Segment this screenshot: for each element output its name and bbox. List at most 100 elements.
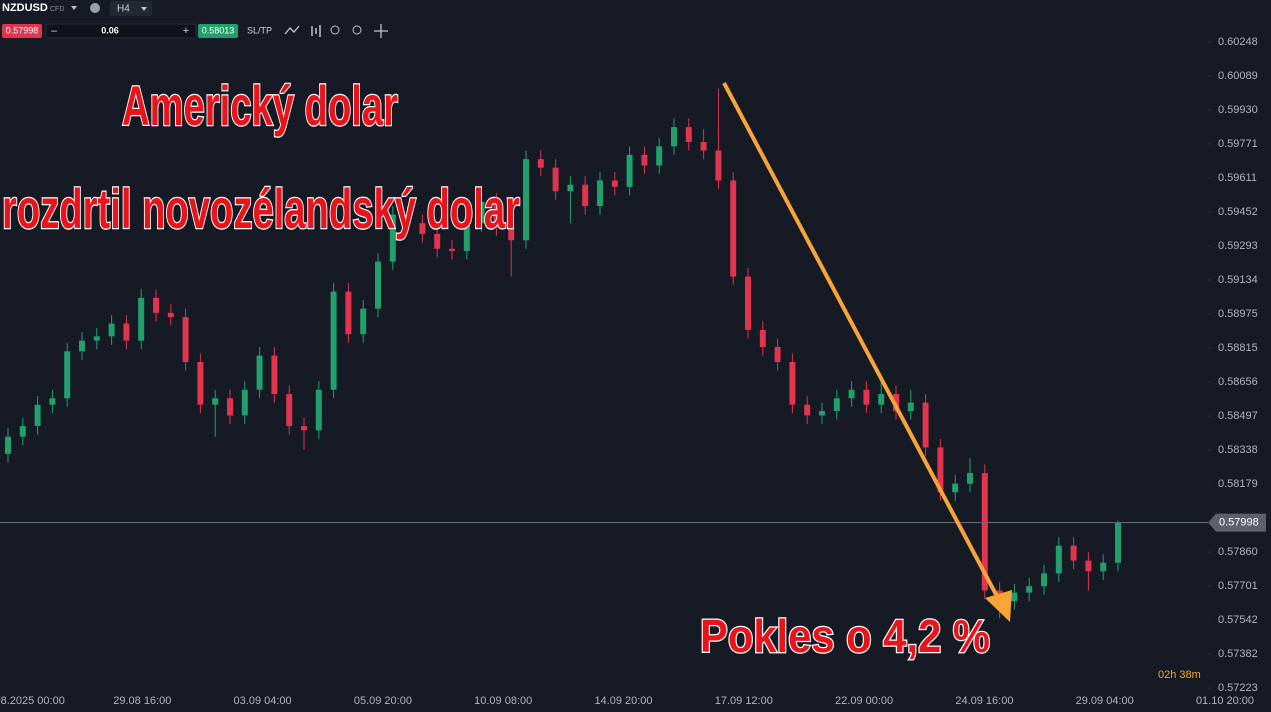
- line-tool-icon[interactable]: [284, 25, 300, 35]
- candle-body: [212, 398, 219, 405]
- candle-body: [759, 329, 766, 348]
- candle-body: [523, 159, 529, 241]
- candle-body: [848, 389, 855, 399]
- y-tick-label: 0.58179: [1218, 478, 1258, 490]
- candle-body: [478, 201, 485, 224]
- y-tick-label: 0.57382: [1218, 648, 1258, 660]
- volume-box[interactable]: [45, 23, 197, 39]
- candle-body: [981, 473, 988, 591]
- x-tick-label: 14.09 20:00: [594, 695, 652, 707]
- y-tick-label: 0.59930: [1218, 104, 1258, 116]
- candle-body: [819, 411, 825, 416]
- candle-body: [937, 447, 944, 493]
- zoom-out-icon[interactable]: [330, 25, 340, 35]
- x-tick-label: 05.09 20:00: [354, 695, 412, 707]
- bid-price[interactable]: 0.57998: [6, 25, 39, 35]
- minus-icon[interactable]: –: [51, 25, 58, 37]
- candle-body: [167, 312, 174, 318]
- volume[interactable]: 0.06: [101, 25, 119, 35]
- last-price-label: 0.57998: [1219, 516, 1259, 528]
- timeframe-box[interactable]: [110, 1, 152, 16]
- y-tick-label: 0.59452: [1218, 206, 1258, 218]
- plot-area: 0.60248 0.60089 0.59930 0.59771 0.59611 0.594…: [0, 36, 1266, 707]
- candle-body: [301, 426, 307, 431]
- candle-body: [537, 159, 544, 168]
- candle-body: [804, 404, 811, 416]
- candle-body: [878, 394, 885, 405]
- candle-body: [567, 184, 574, 192]
- candle-body: [1085, 560, 1092, 572]
- candle-body: [375, 261, 381, 309]
- candle-body: [330, 291, 337, 390]
- candle-body: [833, 398, 840, 412]
- candle-body: [49, 398, 56, 405]
- candle-body: [641, 154, 648, 166]
- candle-body: [389, 214, 396, 262]
- crosshair-icon[interactable]: [374, 24, 388, 38]
- buy-button[interactable]: [198, 24, 238, 38]
- plus-icon[interactable]: +: [183, 25, 189, 37]
- candle-body: [182, 317, 189, 362]
- candle-body: [1011, 592, 1018, 602]
- zoom-in-icon[interactable]: [352, 25, 362, 35]
- candle-body: [315, 389, 322, 431]
- candle-body: [449, 248, 455, 251]
- y-tick-label: 0.57701: [1218, 580, 1258, 592]
- candle-body: [404, 214, 411, 224]
- candle-body: [345, 291, 352, 335]
- candle-body: [952, 483, 959, 493]
- candle-body: [671, 127, 677, 147]
- candle-body: [93, 336, 100, 341]
- candle-body: [434, 233, 441, 249]
- x-tick-label: 27.08.2025 00:00: [0, 695, 65, 707]
- candle-body: [863, 389, 870, 405]
- candle-body: [1041, 573, 1047, 587]
- symbol[interactable]: NZDUSD: [2, 2, 48, 14]
- candle-body: [922, 402, 929, 448]
- dropdown-icon[interactable]: [71, 6, 77, 10]
- y-tick-label: 0.59293: [1218, 240, 1258, 252]
- dropdown-icon[interactable]: [141, 7, 147, 11]
- x-tick-label: 29.09 04:00: [1076, 695, 1134, 707]
- candle-body: [685, 127, 692, 143]
- bar-timer: 02h 38m: [1158, 669, 1201, 681]
- candle-body: [626, 154, 633, 187]
- timeframe[interactable]: H4: [117, 4, 130, 15]
- candle-body: [256, 355, 263, 390]
- info-icon[interactable]: [90, 3, 100, 13]
- candle-body: [241, 389, 248, 416]
- candle-body: [745, 276, 751, 330]
- sltp-button[interactable]: SL/TP: [247, 25, 272, 35]
- candle-tool-icon[interactable]: [311, 25, 321, 37]
- headline: Americký dolar: [122, 74, 398, 137]
- y-tick-label: 0.58338: [1218, 444, 1258, 456]
- sell-button[interactable]: [2, 24, 42, 38]
- candle-body: [967, 473, 973, 484]
- candle-body: [597, 180, 603, 207]
- y-tick-label: 0.60089: [1218, 70, 1258, 82]
- candle-body: [5, 436, 11, 454]
- candle-body: [700, 142, 707, 151]
- candle-body: [789, 362, 796, 405]
- candle-body: [108, 323, 115, 337]
- candle-body: [552, 167, 559, 192]
- y-tick-label: 0.58497: [1218, 410, 1258, 422]
- subheadline: rozdrtil novozélandský dolar: [2, 177, 520, 240]
- candle-body: [360, 308, 367, 335]
- candle-body: [64, 351, 71, 399]
- ask-price[interactable]: 0.58013: [202, 25, 235, 35]
- y-tick-label: 0.58656: [1218, 376, 1258, 388]
- candle-body: [197, 362, 204, 405]
- x-tick-label: 24.09 16:00: [955, 695, 1013, 707]
- candle-body: [1026, 586, 1033, 593]
- y-tick-label: 0.58975: [1218, 308, 1258, 320]
- candle-body: [907, 402, 914, 412]
- x-tick-label: 01.10 20:00: [1196, 695, 1254, 707]
- x-tick-label: 17.09 12:00: [715, 695, 773, 707]
- y-tick-label: 0.59771: [1218, 138, 1258, 150]
- candle-body: [715, 150, 722, 181]
- candle-body: [1115, 522, 1121, 563]
- candle-body: [153, 297, 159, 313]
- arrow-shaft: [722, 82, 1002, 603]
